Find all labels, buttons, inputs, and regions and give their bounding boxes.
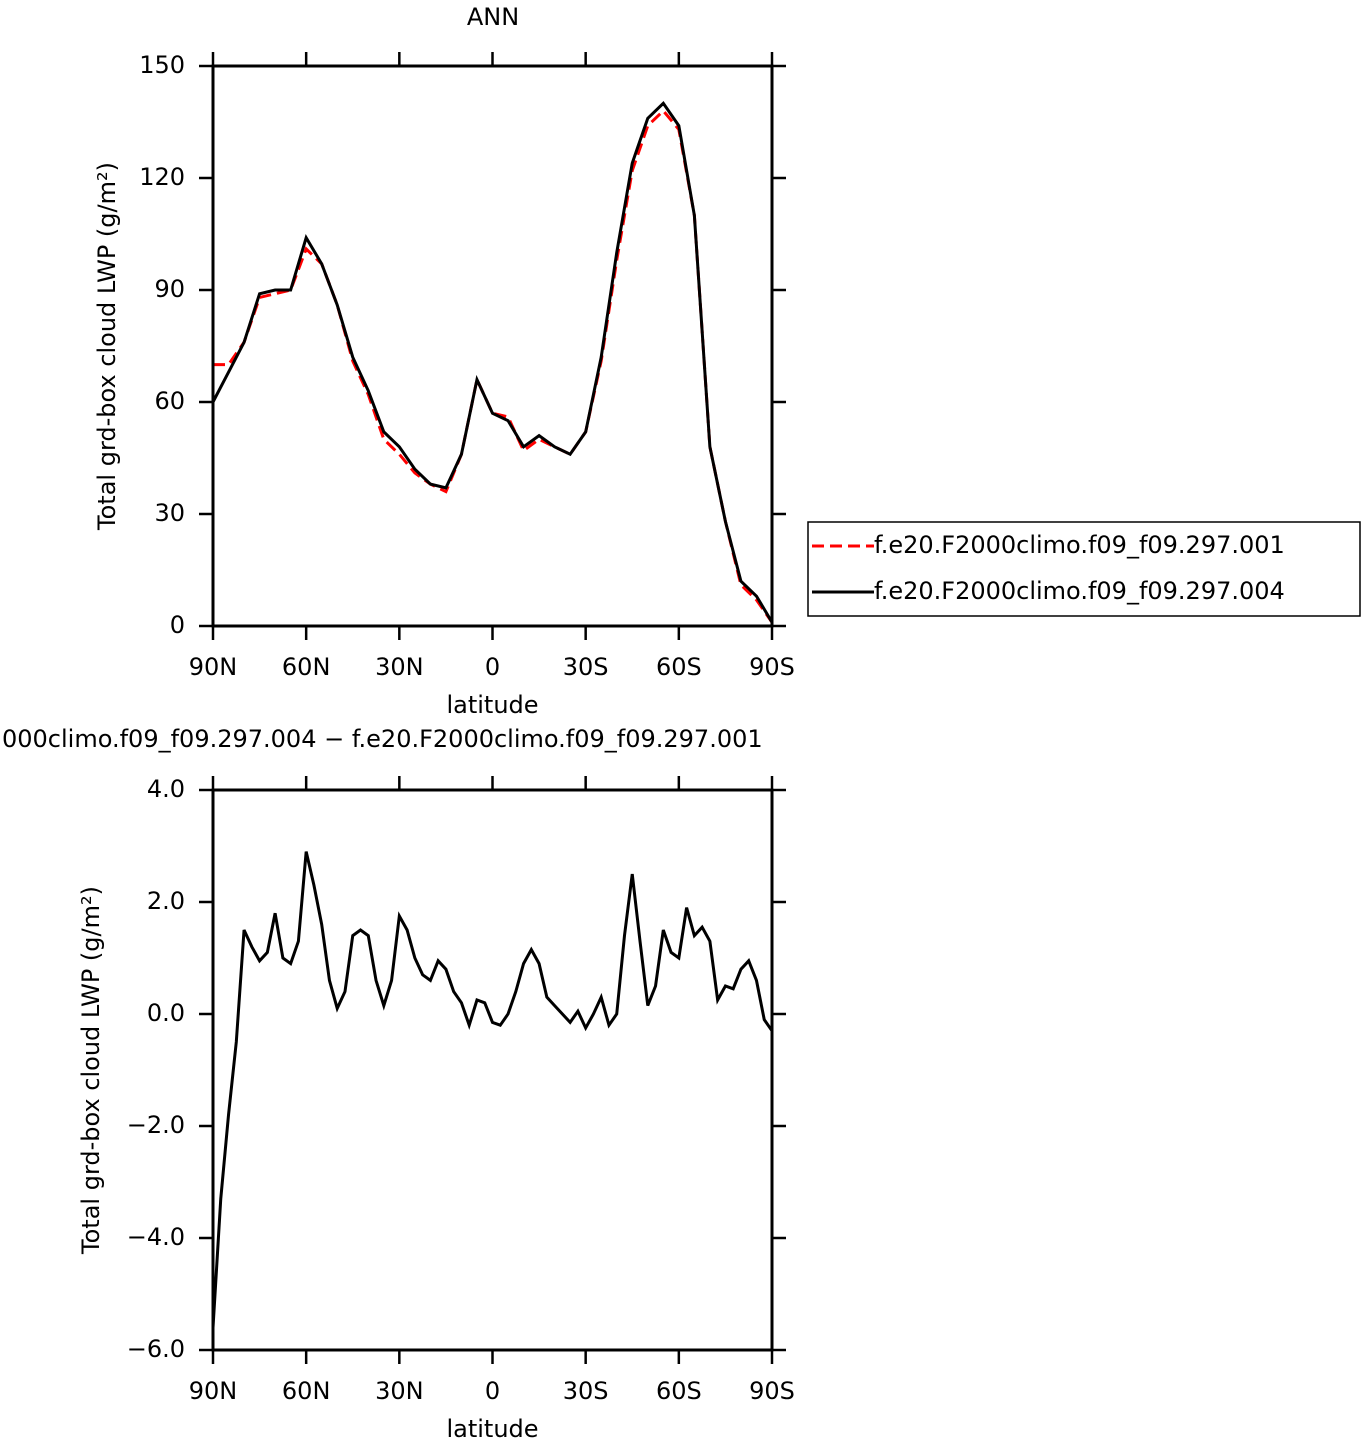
y-tick-label: −2.0 (127, 1111, 185, 1139)
x-tick-label: 90S (749, 653, 795, 681)
y-tick-label: 0.0 (147, 999, 185, 1027)
x-tick-label: 30N (375, 1377, 424, 1405)
data-line (211, 851, 774, 1328)
y-tick-label: 90 (154, 275, 185, 303)
x-tick-label: 90N (189, 653, 238, 681)
y-tick-label: 60 (154, 387, 185, 415)
x-tick-label: 0 (485, 1377, 500, 1405)
plot-frame (211, 788, 774, 1352)
y-axis-label: Total grd-box cloud LWP (g/m²) (77, 886, 105, 1255)
x-axis-label: latitude (446, 691, 538, 719)
y-tick-label: −4.0 (127, 1223, 185, 1251)
y-tick-label: −6.0 (127, 1335, 185, 1363)
y-tick-label: 4.0 (147, 775, 185, 803)
x-tick-label: 90N (189, 1377, 238, 1405)
x-tick-label: 30S (563, 1377, 609, 1405)
x-tick-label: 60N (282, 1377, 331, 1405)
legend-box (807, 521, 1361, 617)
chart-title: 000climo.f09_f09.297.004 − f.e20.F2000cl… (2, 725, 763, 753)
data-line (211, 101, 774, 624)
x-tick-label: 90S (749, 1377, 795, 1405)
legend-label: f.e20.F2000climo.f09_f09.297.004 (874, 577, 1285, 605)
y-tick-label: 30 (154, 499, 185, 527)
x-tick-label: 30S (563, 653, 609, 681)
x-tick-label: 60S (656, 653, 702, 681)
y-tick-label: 120 (139, 163, 185, 191)
y-axis-label: Total grd-box cloud LWP (g/m²) (93, 162, 121, 531)
x-tick-label: 0 (485, 653, 500, 681)
y-tick-label: 150 (139, 51, 185, 79)
x-axis-label: latitude (446, 1415, 538, 1443)
x-tick-label: 60S (656, 1377, 702, 1405)
y-tick-label: 2.0 (147, 887, 185, 915)
x-tick-label: 60N (282, 653, 331, 681)
chart-title: ANN (467, 3, 519, 31)
plot-frame (211, 64, 774, 628)
x-tick-label: 30N (375, 653, 424, 681)
legend-label: f.e20.F2000climo.f09_f09.297.001 (874, 531, 1285, 559)
y-tick-label: 0 (170, 611, 185, 639)
